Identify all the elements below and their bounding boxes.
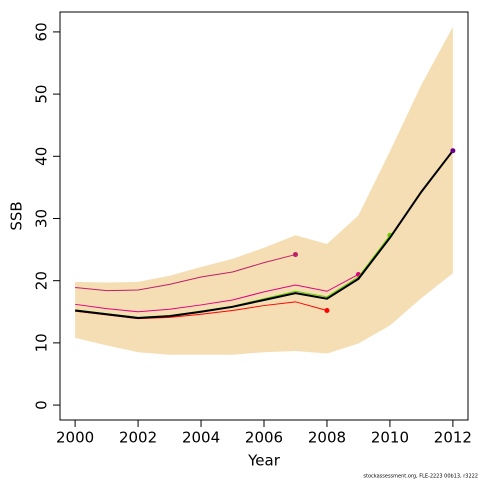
series-line xyxy=(75,254,296,292)
y-tick-label: 30 xyxy=(33,209,51,228)
series-line xyxy=(74,150,454,320)
y-tick-label: 50 xyxy=(33,85,51,104)
x-tick-label: 2012 xyxy=(434,429,472,447)
end-point xyxy=(292,252,298,258)
x-tick-label: 2004 xyxy=(182,429,220,447)
end-point xyxy=(324,308,330,314)
x-tick-label: 2010 xyxy=(371,429,409,447)
y-tick-label: 10 xyxy=(33,333,51,352)
y-tick-label: 40 xyxy=(33,147,51,166)
x-tick-label: 2008 xyxy=(308,429,346,447)
y-axis-label: SSB xyxy=(8,201,26,230)
end-point xyxy=(450,148,456,154)
y-tick-label: 0 xyxy=(33,400,51,410)
x-axis-label: Year xyxy=(247,452,281,470)
y-tick-label: 60 xyxy=(33,22,51,41)
x-tick-label: 2002 xyxy=(119,429,157,447)
series-line xyxy=(75,274,359,313)
footer: stockassessment.org, FLE-2223 00b13, r32… xyxy=(363,474,478,480)
x-tick-label: 2000 xyxy=(56,429,94,447)
x-tick-label: 2006 xyxy=(245,429,283,447)
y-tick-label: 20 xyxy=(33,271,51,290)
